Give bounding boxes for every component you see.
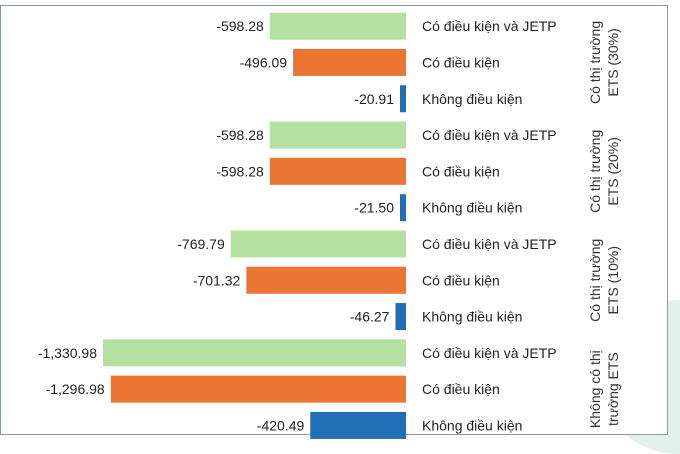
group-label: Có thị trường — [587, 239, 603, 322]
data-label: -46.27 — [350, 309, 390, 325]
bar — [103, 339, 406, 367]
bar — [310, 411, 406, 439]
data-label: -1,296.98 — [46, 381, 105, 397]
data-label: -496.09 — [240, 54, 288, 70]
data-label: -21.50 — [354, 200, 394, 216]
data-label: -598.28 — [216, 163, 264, 179]
group-label: ETS (20%) — [605, 137, 621, 205]
category-label: Không điều kiện — [422, 309, 522, 325]
bar — [395, 303, 406, 331]
category-label: Có điều kiện và JETP — [422, 345, 557, 361]
group-label: Không có thị — [587, 350, 603, 428]
bar — [110, 375, 406, 403]
group-label: trường ETS — [605, 352, 621, 426]
group-label: ETS (30%) — [605, 28, 621, 96]
category-label: Có điều kiện — [422, 54, 500, 70]
group-label: Có thị trường — [587, 21, 603, 104]
category-label: Không điều kiện — [422, 200, 522, 216]
category-label: Có điều kiện — [422, 272, 500, 288]
data-label: -769.79 — [177, 236, 225, 252]
bar — [400, 194, 406, 222]
bar — [269, 157, 406, 185]
data-label: -1,330.98 — [38, 345, 97, 361]
data-label: -701.32 — [193, 272, 241, 288]
bar — [293, 48, 406, 76]
category-label: Có điều kiện — [422, 163, 500, 179]
category-label: Không điều kiện — [422, 91, 522, 107]
category-label: Có điều kiện — [422, 381, 500, 397]
data-label: -20.91 — [354, 91, 394, 107]
bar — [400, 85, 406, 113]
bar — [230, 230, 406, 258]
category-label: Không điều kiện — [422, 417, 522, 433]
data-label: -598.28 — [216, 18, 264, 34]
data-label: -598.28 — [216, 127, 264, 143]
bar — [269, 12, 406, 40]
bar — [269, 121, 406, 149]
group-label: Có thị trường — [587, 130, 603, 213]
data-label: -420.49 — [257, 417, 305, 433]
category-label: Có điều kiện và JETP — [422, 236, 557, 252]
bar — [246, 266, 406, 294]
category-label: Có điều kiện và JETP — [422, 18, 557, 34]
group-label: ETS (10%) — [605, 246, 621, 314]
category-label: Có điều kiện và JETP — [422, 127, 557, 143]
